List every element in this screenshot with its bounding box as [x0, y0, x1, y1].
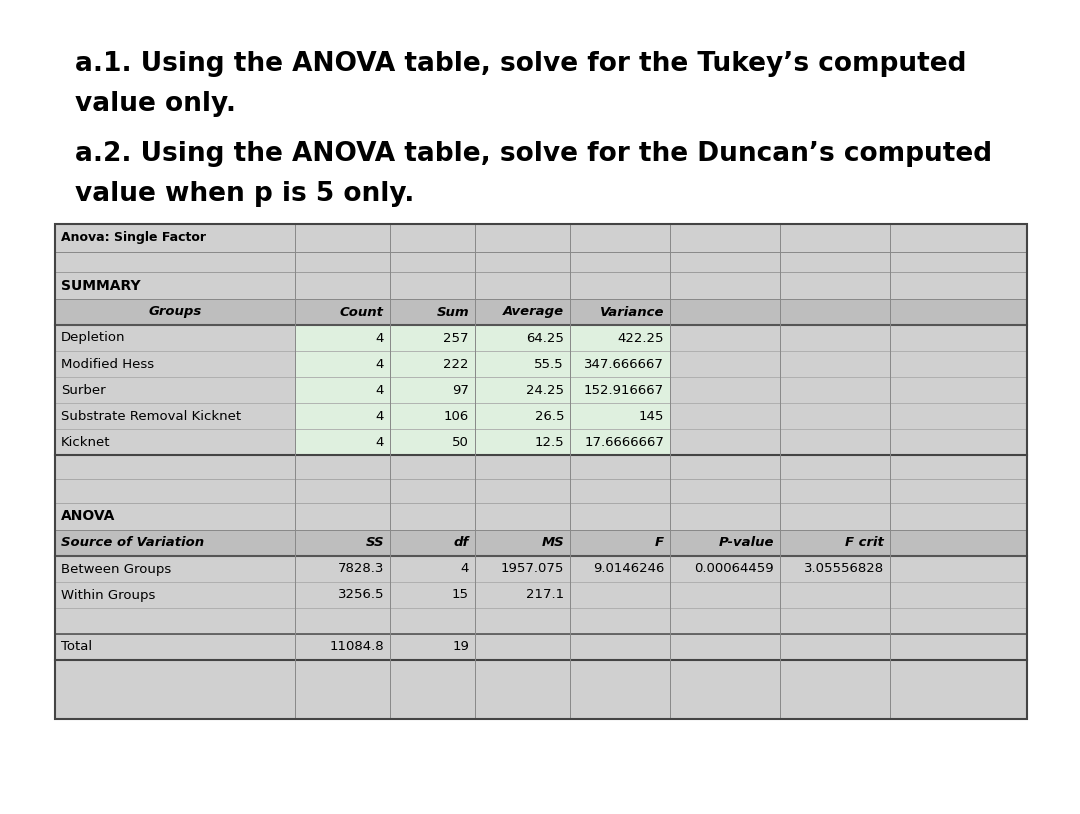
Text: Anova: Single Factor: Anova: Single Factor — [60, 231, 206, 244]
Text: 4: 4 — [376, 435, 384, 449]
Text: Variance: Variance — [599, 305, 664, 318]
Text: 17.6666667: 17.6666667 — [584, 435, 664, 449]
Text: 422.25: 422.25 — [618, 331, 664, 344]
Text: 12.5: 12.5 — [535, 435, 564, 449]
Bar — [295, 325, 670, 351]
Text: 4: 4 — [376, 409, 384, 422]
Bar — [295, 351, 670, 377]
Text: a.1. Using the ANOVA table, solve for the Tukey’s computed: a.1. Using the ANOVA table, solve for th… — [75, 51, 967, 77]
Bar — [55, 530, 1027, 556]
Text: Source of Variation: Source of Variation — [60, 536, 204, 549]
Text: Total: Total — [60, 641, 92, 654]
Text: SS: SS — [365, 536, 384, 549]
Text: 3.05556828: 3.05556828 — [804, 562, 885, 575]
Text: 55.5: 55.5 — [535, 357, 564, 370]
Text: Surber: Surber — [60, 383, 106, 396]
Text: F: F — [654, 536, 664, 549]
Text: 1957.075: 1957.075 — [501, 562, 564, 575]
Text: F crit: F crit — [846, 536, 885, 549]
Text: 9.0146246: 9.0146246 — [593, 562, 664, 575]
Text: 106: 106 — [444, 409, 469, 422]
Text: 26.5: 26.5 — [535, 409, 564, 422]
Text: value when p is 5 only.: value when p is 5 only. — [75, 181, 415, 207]
Text: 4: 4 — [376, 383, 384, 396]
Bar — [55, 224, 1027, 719]
Text: SUMMARY: SUMMARY — [60, 278, 140, 292]
Text: 4: 4 — [376, 357, 384, 370]
Text: 0.00064459: 0.00064459 — [694, 562, 774, 575]
Bar — [295, 429, 670, 455]
Text: 97: 97 — [453, 383, 469, 396]
Text: 7828.3: 7828.3 — [338, 562, 384, 575]
Text: 4: 4 — [461, 562, 469, 575]
Text: 11084.8: 11084.8 — [329, 641, 384, 654]
Text: 347.666667: 347.666667 — [584, 357, 664, 370]
Text: Between Groups: Between Groups — [60, 562, 172, 575]
Text: Count: Count — [340, 305, 384, 318]
Text: 217.1: 217.1 — [526, 589, 564, 602]
Text: 19: 19 — [453, 641, 469, 654]
Bar — [295, 377, 670, 403]
Text: 50: 50 — [453, 435, 469, 449]
Bar — [295, 403, 670, 429]
Text: 64.25: 64.25 — [526, 331, 564, 344]
Text: 152.916667: 152.916667 — [584, 383, 664, 396]
Text: df: df — [454, 536, 469, 549]
Text: Groups: Groups — [148, 305, 202, 318]
Text: P-value: P-value — [718, 536, 774, 549]
Text: Depletion: Depletion — [60, 331, 125, 344]
Text: Kicknet: Kicknet — [60, 435, 110, 449]
Text: Modified Hess: Modified Hess — [60, 357, 154, 370]
Text: Within Groups: Within Groups — [60, 589, 156, 602]
Bar — [55, 299, 1027, 325]
Text: Sum: Sum — [436, 305, 469, 318]
Text: Average: Average — [503, 305, 564, 318]
Text: 145: 145 — [638, 409, 664, 422]
Text: 222: 222 — [444, 357, 469, 370]
Text: 15: 15 — [453, 589, 469, 602]
Text: MS: MS — [541, 536, 564, 549]
Text: 24.25: 24.25 — [526, 383, 564, 396]
Bar — [55, 224, 1027, 719]
Text: a.2. Using the ANOVA table, solve for the Duncan’s computed: a.2. Using the ANOVA table, solve for th… — [75, 141, 993, 167]
Text: 4: 4 — [376, 331, 384, 344]
Text: Substrate Removal Kicknet: Substrate Removal Kicknet — [60, 409, 241, 422]
Text: 257: 257 — [444, 331, 469, 344]
Text: 3256.5: 3256.5 — [337, 589, 384, 602]
Text: ANOVA: ANOVA — [60, 510, 116, 523]
Text: value only.: value only. — [75, 91, 237, 117]
